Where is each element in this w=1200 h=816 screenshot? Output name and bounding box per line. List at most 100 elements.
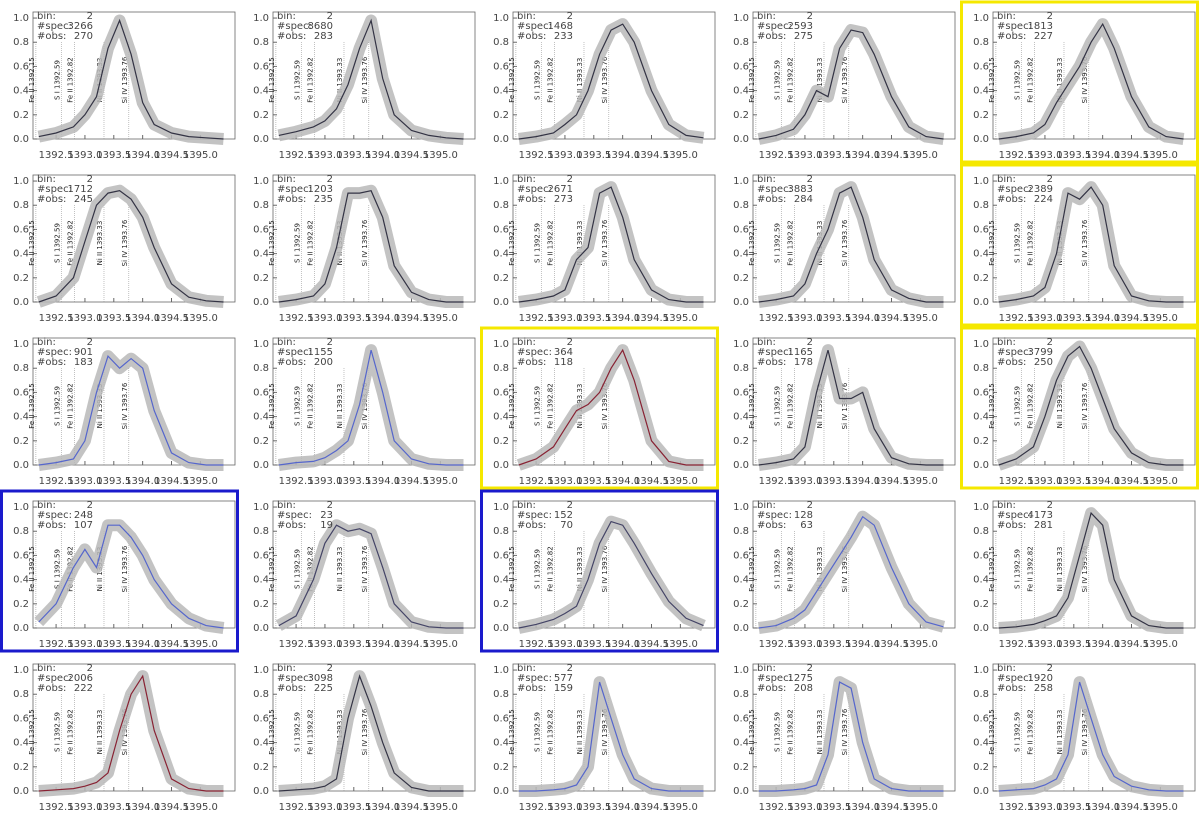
x-tick-label: 1393.0 xyxy=(307,802,342,813)
x-tick-label: 1393.0 xyxy=(787,476,822,487)
line-label: Fe II 1392.82 xyxy=(787,709,795,754)
y-tick-label: 0.2 xyxy=(13,436,29,447)
y-tick-label: 0.0 xyxy=(13,297,29,308)
mean-profile xyxy=(278,524,464,629)
info-value: 2 xyxy=(807,174,813,185)
y-tick-label: 0.4 xyxy=(493,86,509,97)
x-tick-label: 1393.0 xyxy=(787,639,822,650)
line-label: S I 1392.59 xyxy=(53,549,61,589)
y-tick-label: 0.6 xyxy=(733,387,749,398)
line-label: Fe II 1392.15 xyxy=(988,220,996,265)
x-tick-label: 1394.5 xyxy=(634,639,669,650)
x-tick-label: 1393.0 xyxy=(547,313,582,324)
x-tick-label: 1394.0 xyxy=(1085,313,1120,324)
info-value: 2 xyxy=(567,500,573,511)
y-tick-label: 0.4 xyxy=(253,86,269,97)
info-value: 159 xyxy=(554,683,573,694)
line-label: Fe II 1392.82 xyxy=(547,383,555,428)
x-tick-label: 1395.0 xyxy=(663,476,698,487)
y-tick-label: 0.0 xyxy=(973,786,989,797)
x-tick-label: 1393.5 xyxy=(576,476,611,487)
line-label: Si IV 1393.76 xyxy=(841,382,849,429)
info-label: #obs: xyxy=(757,31,786,42)
y-tick-label: 1.0 xyxy=(13,665,29,676)
info-value: 2 xyxy=(327,11,333,22)
x-tick-label: 1394.0 xyxy=(125,476,160,487)
x-tick-label: 1394.0 xyxy=(845,476,880,487)
line-label: Si IV 1393.76 xyxy=(361,219,369,266)
info-value: 2 xyxy=(87,663,93,674)
y-tick-label: 1.0 xyxy=(733,665,749,676)
y-tick-label: 1.0 xyxy=(973,502,989,513)
y-tick-label: 0.4 xyxy=(733,412,749,423)
info-value: 3266 xyxy=(68,21,93,32)
x-tick-label: 1393.5 xyxy=(96,150,131,161)
line-label: Ni II 1393.33 xyxy=(96,221,104,266)
x-tick-label: 1393.0 xyxy=(307,476,342,487)
info-label: bin: xyxy=(757,174,776,185)
x-tick-label: 1392.5 xyxy=(39,313,74,324)
y-tick-label: 0.0 xyxy=(973,460,989,471)
y-tick-label: 0.8 xyxy=(973,689,989,700)
y-tick-label: 0.6 xyxy=(493,550,509,561)
line-label: Ni II 1393.33 xyxy=(1056,58,1064,103)
line-label: Si IV 1393.76 xyxy=(841,56,849,103)
info-value: 2 xyxy=(1047,500,1053,511)
line-label: Si IV 1393.76 xyxy=(1081,382,1089,429)
x-tick-label: 1392.5 xyxy=(39,150,74,161)
highlight-frame xyxy=(960,326,1199,490)
info-label: #obs: xyxy=(277,194,306,205)
mean-profile xyxy=(998,681,1184,792)
y-tick-label: 0.0 xyxy=(733,134,749,145)
y-tick-label: 0.0 xyxy=(973,134,989,145)
line-label: Si IV 1393.76 xyxy=(121,382,129,429)
line-label: Ni II 1393.33 xyxy=(336,58,344,103)
line-label: Fe II 1392.15 xyxy=(748,709,756,754)
line-label: S I 1392.59 xyxy=(533,60,541,100)
info-value: 2 xyxy=(567,11,573,22)
line-label: Si IV 1393.76 xyxy=(601,545,609,592)
line-label: Si IV 1393.76 xyxy=(601,56,609,103)
info-value: 2 xyxy=(327,337,333,348)
line-label: Si IV 1393.76 xyxy=(361,56,369,103)
info-label: bin: xyxy=(37,500,56,511)
info-value: 2 xyxy=(807,663,813,674)
x-tick-label: 1393.5 xyxy=(336,639,371,650)
info-label: #spec: xyxy=(37,347,72,358)
mean-profile xyxy=(998,345,1184,466)
info-value: 224 xyxy=(1034,194,1053,205)
spectra-envelope xyxy=(34,519,225,634)
mean-profile xyxy=(758,681,944,792)
info-label: bin: xyxy=(277,11,296,22)
line-label: S I 1392.59 xyxy=(1013,549,1021,589)
x-tick-label: 1393.0 xyxy=(547,150,582,161)
x-tick-label: 1393.0 xyxy=(787,313,822,324)
plot-frame xyxy=(752,174,956,303)
x-tick-label: 1395.0 xyxy=(183,802,218,813)
info-label: #spec: xyxy=(37,21,72,32)
y-tick-label: 0.8 xyxy=(973,526,989,537)
plot-frame xyxy=(992,174,1196,303)
line-label: Si IV 1393.76 xyxy=(1081,219,1089,266)
y-tick-label: 0.8 xyxy=(733,526,749,537)
info-value: 233 xyxy=(554,31,573,42)
info-value: 2389 xyxy=(1028,184,1053,195)
x-tick-label: 1395.0 xyxy=(903,639,938,650)
info-label: bin: xyxy=(757,500,776,511)
y-tick-label: 0.6 xyxy=(253,713,269,724)
y-tick-label: 1.0 xyxy=(13,339,29,350)
y-tick-label: 0.4 xyxy=(973,412,989,423)
line-label: Fe II 1392.82 xyxy=(1027,709,1035,754)
line-label: S I 1392.59 xyxy=(533,712,541,752)
y-tick-label: 0.2 xyxy=(493,273,509,284)
x-tick-label: 1394.0 xyxy=(125,802,160,813)
x-tick-label: 1395.0 xyxy=(183,639,218,650)
info-label: #spec: xyxy=(277,347,312,358)
info-value: 1468 xyxy=(548,21,573,32)
line-label: Fe II 1392.15 xyxy=(28,546,36,591)
info-label: bin: xyxy=(277,500,296,511)
info-label: #obs: xyxy=(997,31,1026,42)
x-tick-label: 1394.5 xyxy=(634,802,669,813)
y-tick-label: 1.0 xyxy=(253,13,269,24)
y-tick-label: 0.6 xyxy=(493,224,509,235)
